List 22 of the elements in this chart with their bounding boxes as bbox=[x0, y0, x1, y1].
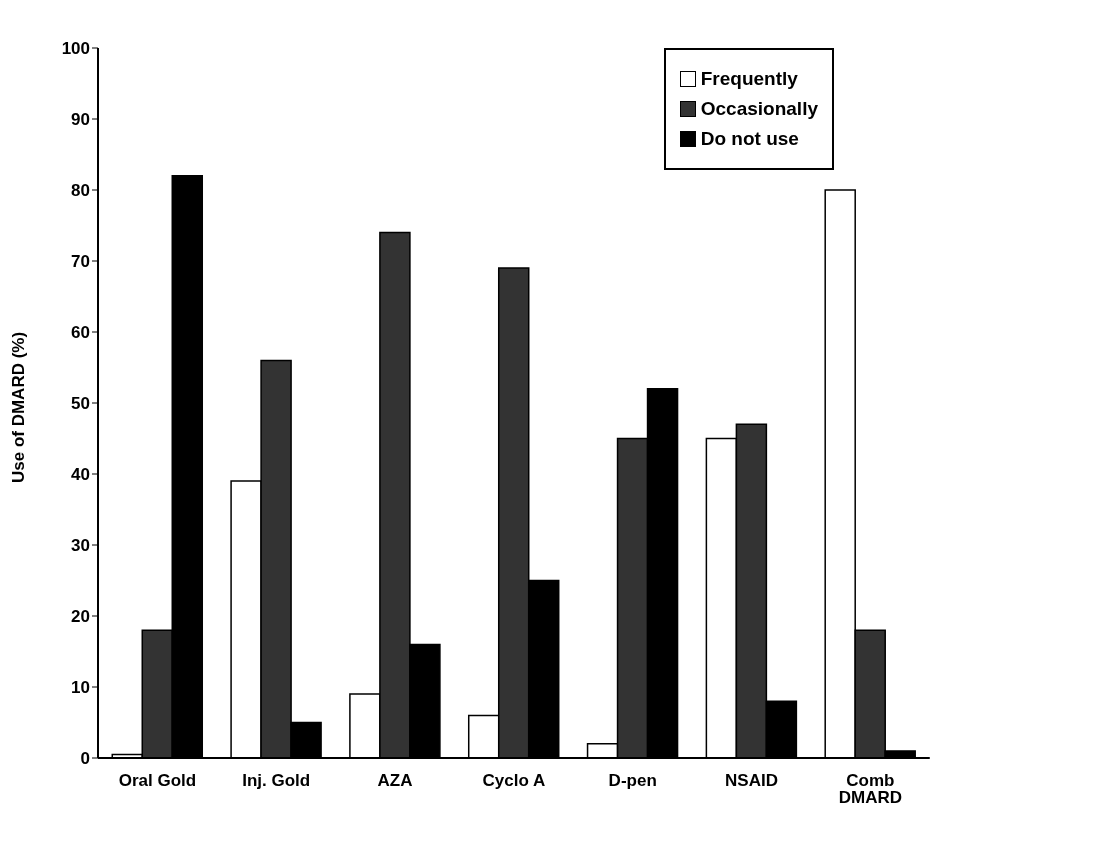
x-tick-label: Inj. Gold bbox=[242, 771, 311, 791]
x-tick-label: Oral Gold bbox=[118, 771, 197, 791]
y-tick-label: 10 bbox=[71, 678, 90, 698]
y-tick-label: 50 bbox=[71, 394, 90, 414]
y-tick-label: 40 bbox=[71, 465, 90, 485]
y-tick-label: 60 bbox=[71, 323, 90, 343]
y-tick-label: 20 bbox=[71, 607, 90, 627]
legend-label: Occasionally bbox=[699, 98, 818, 120]
x-tick-label: Cyclo A bbox=[482, 771, 546, 791]
y-axis-title: Use of DMARD (%) bbox=[9, 331, 29, 483]
y-tick-label: 30 bbox=[71, 536, 90, 556]
y-tick-label: 100 bbox=[61, 39, 90, 59]
legend-label: Frequently bbox=[699, 68, 799, 90]
x-tick-label: AZA bbox=[377, 771, 413, 791]
x-tick-label: Comb DMARD bbox=[838, 771, 902, 808]
y-tick-label: 0 bbox=[80, 749, 90, 769]
legend-label: Do not use bbox=[699, 128, 800, 150]
x-tick-label: NSAID bbox=[725, 771, 778, 791]
y-tick-label: 90 bbox=[71, 110, 90, 130]
x-tick-label: D-pen bbox=[608, 771, 657, 791]
y-tick-label: 70 bbox=[71, 252, 90, 272]
y-tick-label: 80 bbox=[71, 181, 90, 201]
